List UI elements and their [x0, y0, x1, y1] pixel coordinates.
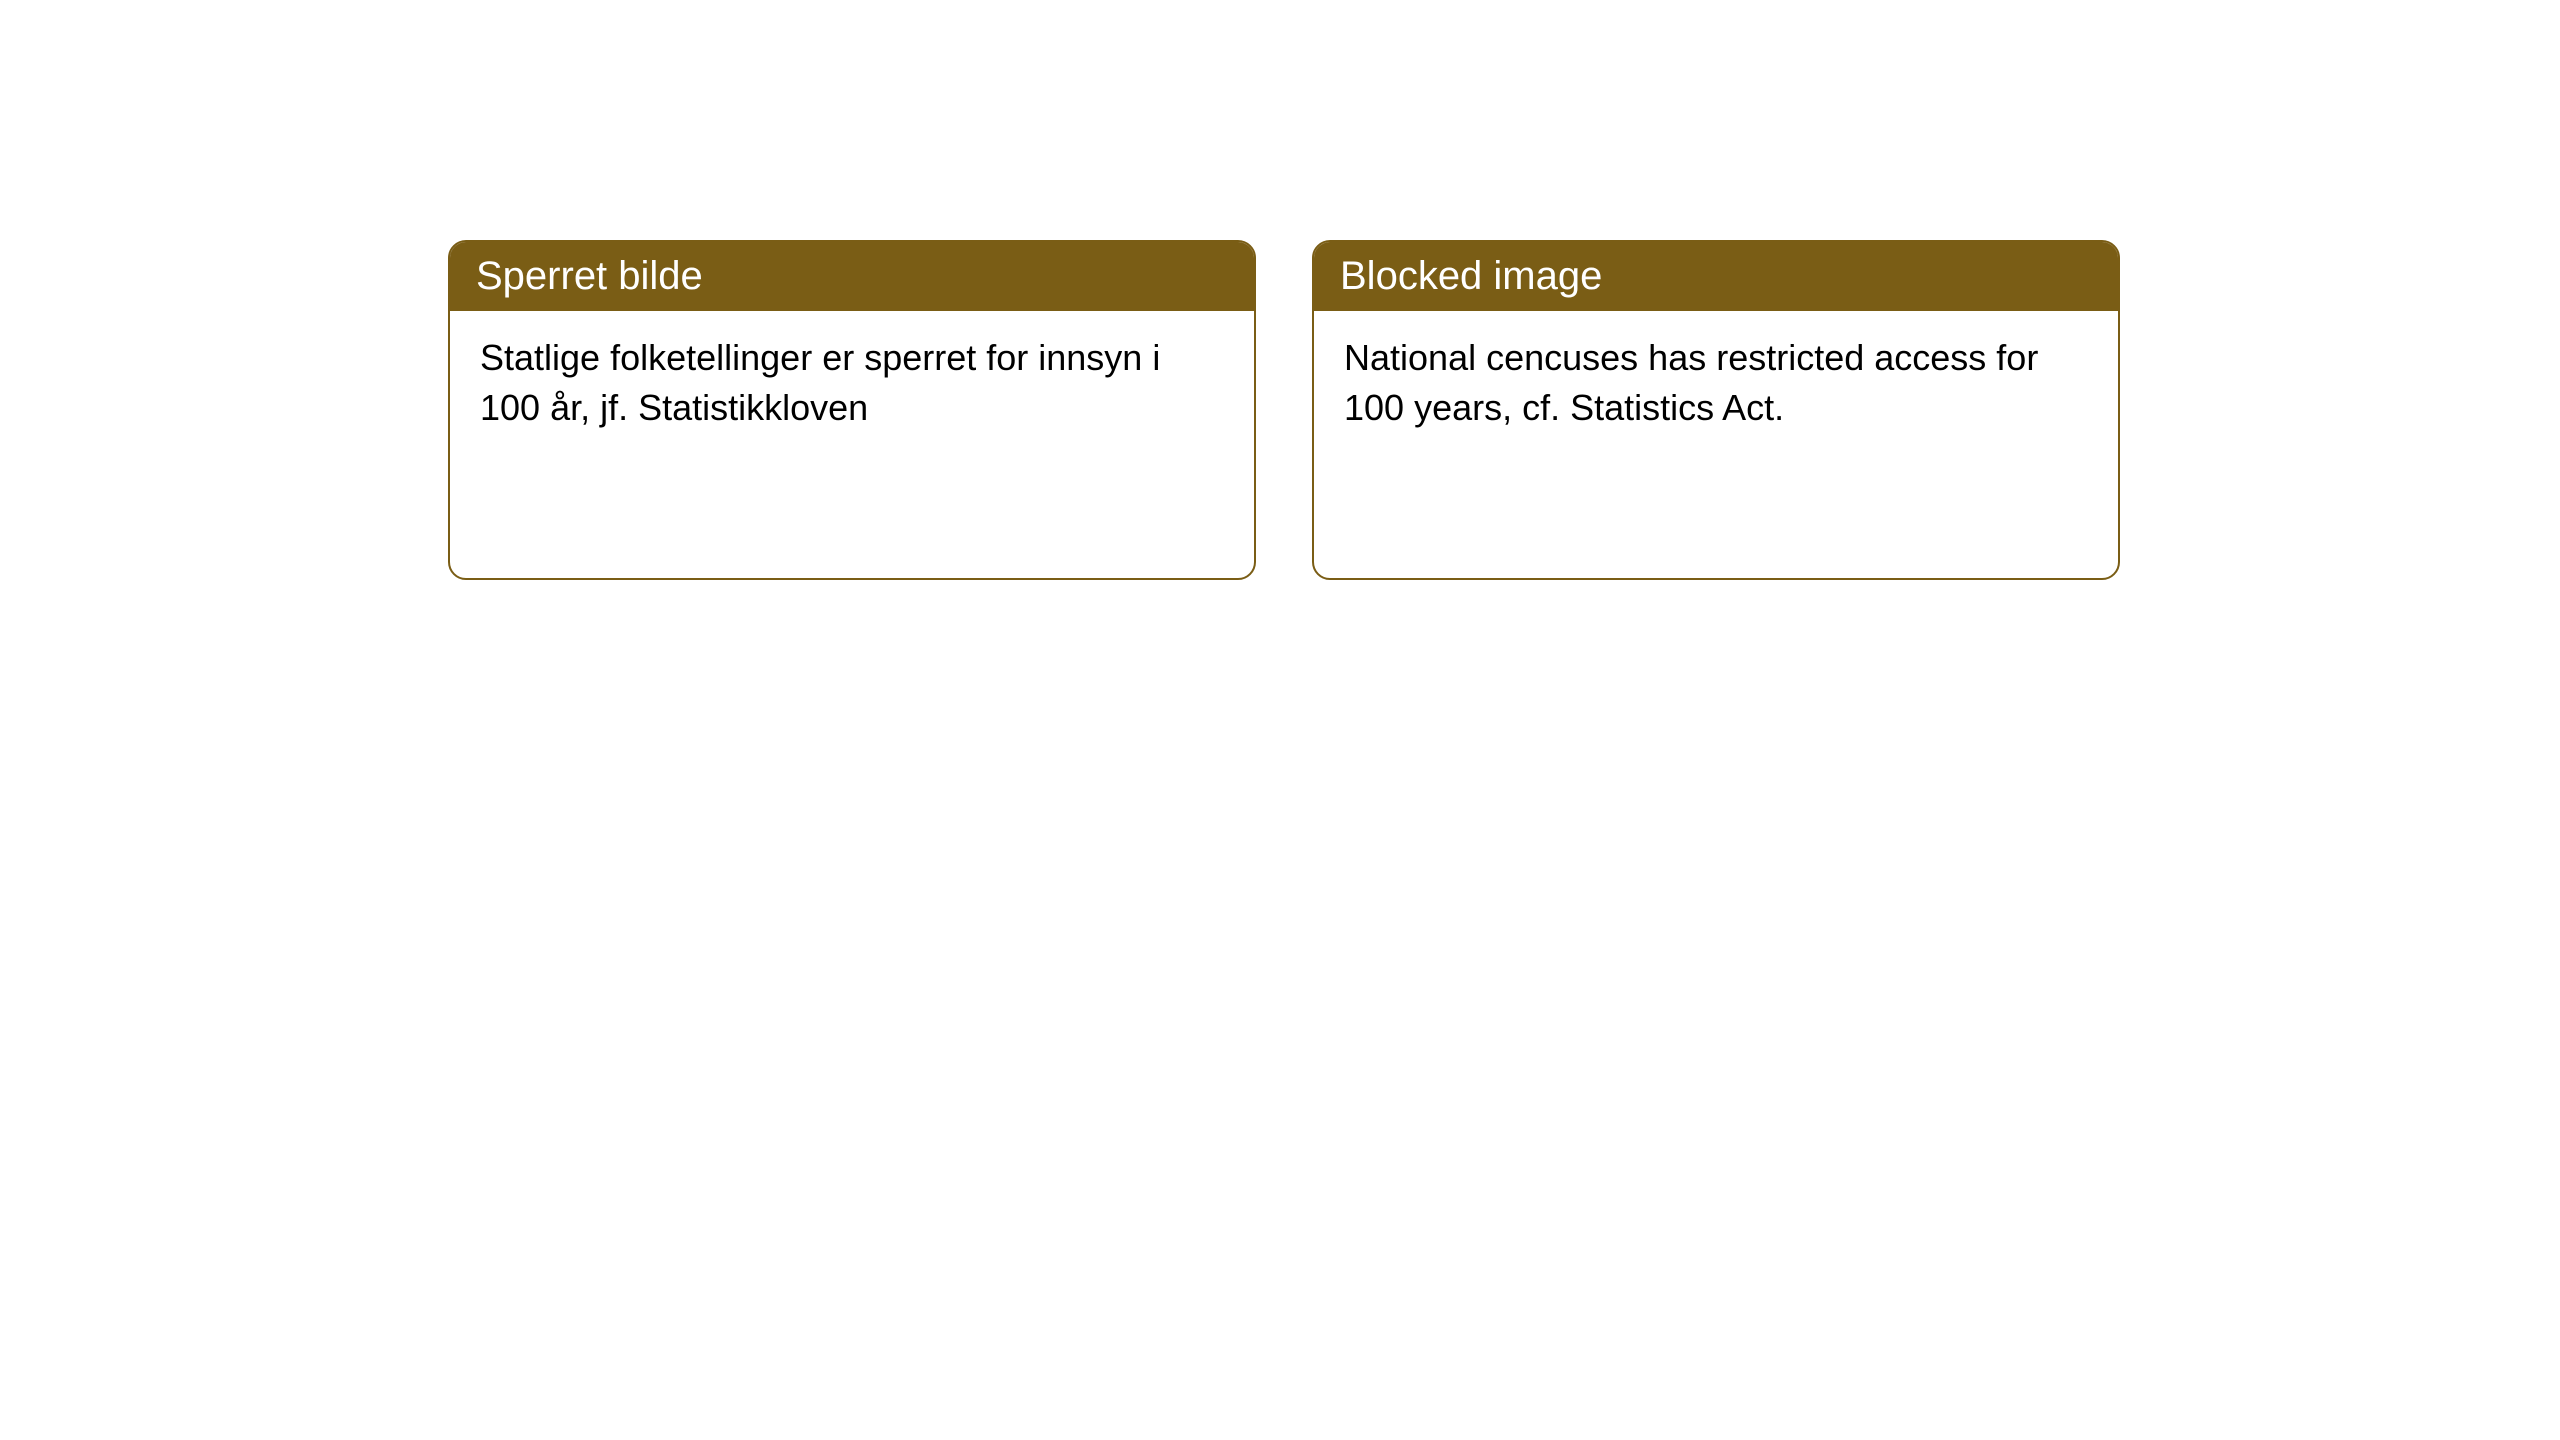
card-body: Statlige folketellinger er sperret for i… [450, 311, 1254, 456]
card-title: Blocked image [1340, 254, 1602, 298]
card-body-text: National cencuses has restricted access … [1344, 337, 2038, 428]
card-header: Sperret bilde [450, 242, 1254, 311]
card-header: Blocked image [1314, 242, 2118, 311]
card-body: National cencuses has restricted access … [1314, 311, 2118, 456]
card-title: Sperret bilde [476, 254, 703, 298]
card-body-text: Statlige folketellinger er sperret for i… [480, 337, 1160, 428]
cards-container: Sperret bilde Statlige folketellinger er… [448, 240, 2120, 580]
info-card-norwegian: Sperret bilde Statlige folketellinger er… [448, 240, 1256, 580]
info-card-english: Blocked image National cencuses has rest… [1312, 240, 2120, 580]
